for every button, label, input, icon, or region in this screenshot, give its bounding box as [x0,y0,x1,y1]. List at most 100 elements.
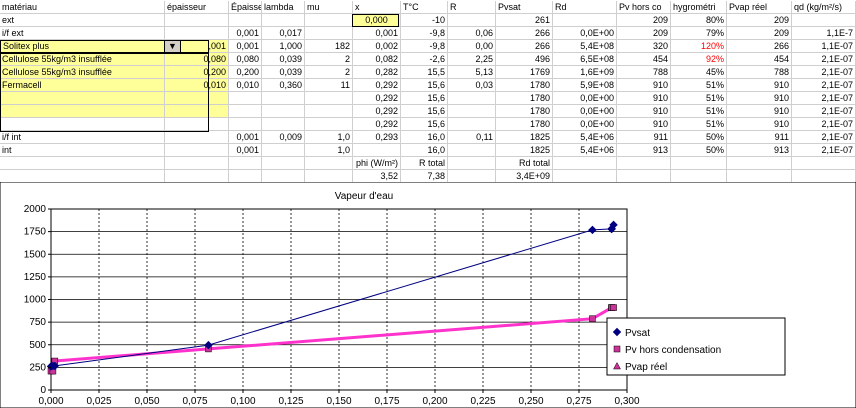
cell[interactable]: 5,9E+08 [553,79,617,92]
cell[interactable] [553,14,617,27]
cell[interactable] [353,144,401,157]
cell[interactable] [165,92,229,105]
cell[interactable]: 910 [727,92,792,105]
cell[interactable]: 2 [305,53,353,66]
cell[interactable]: 0,11 [448,131,496,144]
cell[interactable]: 2,1E-07 [792,66,856,79]
cell[interactable]: 910 [727,79,792,92]
cell[interactable] [671,157,727,170]
cell[interactable]: 0,010 [165,79,229,92]
cell[interactable]: 0,000 [353,14,401,27]
cell[interactable]: 2 [305,66,353,79]
cell[interactable]: 0,06 [448,27,496,40]
column-header[interactable]: R [448,1,496,14]
cell[interactable]: ext [0,14,165,27]
cell[interactable]: 0,082 [353,53,401,66]
cell[interactable]: 2,1E-07 [792,144,856,157]
cell[interactable] [305,157,353,170]
cell[interactable]: 5,4E+08 [553,40,617,53]
cell[interactable]: 454 [727,53,792,66]
cell[interactable] [165,157,229,170]
cell[interactable]: 0,001 [229,27,262,40]
cell[interactable]: 1,0 [305,131,353,144]
column-header[interactable]: T°C [401,1,448,14]
cell[interactable]: -10 [401,14,448,27]
column-header[interactable]: Rd [553,1,617,14]
cell[interactable]: Cellulose 55kg/m3 insufflée [0,53,165,66]
cell[interactable]: 51% [671,105,727,118]
cell[interactable] [229,92,262,105]
cell[interactable]: 0,080 [229,53,262,66]
cell[interactable] [262,118,305,131]
cell[interactable]: 2,1E-07 [792,118,856,131]
cell[interactable]: 0,017 [262,27,305,40]
cell[interactable]: 320 [617,40,671,53]
column-header[interactable]: Épaisseur [229,1,262,14]
cell[interactable] [262,157,305,170]
spreadsheet-grid[interactable]: matériauépaisseurÉpaisseurlambdamuxT°CRP… [0,0,856,183]
cell[interactable]: 0,293 [353,131,401,144]
cell[interactable] [165,131,229,144]
cell[interactable]: 1780 [496,92,553,105]
cell[interactable]: 2,1E-07 [792,131,856,144]
cell[interactable]: -2,6 [401,53,448,66]
cell[interactable]: 454 [617,53,671,66]
cell[interactable]: 0,0E+00 [553,118,617,131]
cell[interactable]: 0,292 [353,118,401,131]
cell[interactable] [262,92,305,105]
cell[interactable]: 788 [727,66,792,79]
cell[interactable]: 910 [617,105,671,118]
cell[interactable]: 910 [727,105,792,118]
column-header[interactable]: mu [305,1,353,14]
column-header[interactable]: x [353,1,401,14]
cell[interactable]: 910 [727,118,792,131]
cell[interactable]: 266 [496,40,553,53]
cell[interactable]: 15,6 [401,92,448,105]
cell[interactable] [0,105,165,118]
cell[interactable]: 1825 [496,144,553,157]
cell[interactable]: 910 [617,118,671,131]
cell[interactable] [165,118,229,131]
cell[interactable]: 16,0 [401,131,448,144]
cell[interactable]: Fermacell [0,79,165,92]
cell[interactable] [448,144,496,157]
cell[interactable]: 0,0E+00 [553,105,617,118]
cell[interactable]: 910 [617,79,671,92]
cell[interactable]: 0,0E+00 [553,92,617,105]
cell[interactable] [229,157,262,170]
cell[interactable] [0,118,165,131]
cell[interactable] [305,14,353,27]
cell[interactable]: R total [401,157,448,170]
cell[interactable]: 1,1E-7 [792,27,856,40]
cell[interactable] [229,14,262,27]
cell[interactable]: 2,1E-07 [792,105,856,118]
cell[interactable]: 209 [727,27,792,40]
cell[interactable]: 266 [496,27,553,40]
cell[interactable]: phi (W/m²) [353,157,401,170]
cell[interactable] [448,92,496,105]
cell[interactable]: 2,1E-07 [792,53,856,66]
cell[interactable]: 1,6E+09 [553,66,617,79]
cell[interactable] [262,105,305,118]
cell[interactable]: 0,200 [229,66,262,79]
cell[interactable] [0,157,165,170]
cell[interactable]: 0,292 [353,92,401,105]
cell[interactable]: 1780 [496,79,553,92]
cell[interactable] [229,105,262,118]
cell[interactable]: 0,001 [353,27,401,40]
cell[interactable]: 911 [617,131,671,144]
dropdown-arrow-icon[interactable]: ▼ [164,40,181,53]
cell[interactable]: 0,009 [262,131,305,144]
cell[interactable]: 0,080 [165,53,229,66]
cell[interactable]: Cellulose 55kg/m3 insufflée [0,66,165,79]
legend[interactable]: Pvsat Pv hors condensation Pvap réel [606,317,786,376]
cell[interactable]: 1,1E-07 [792,40,856,53]
cell[interactable]: 913 [617,144,671,157]
cell[interactable]: 0,039 [262,53,305,66]
column-header[interactable]: Pvap réel [727,1,792,14]
cell[interactable]: 0,001 [229,40,262,53]
cell[interactable] [229,118,262,131]
cell[interactable]: 182 [305,40,353,53]
cell[interactable]: 16,0 [401,144,448,157]
cell[interactable] [305,92,353,105]
